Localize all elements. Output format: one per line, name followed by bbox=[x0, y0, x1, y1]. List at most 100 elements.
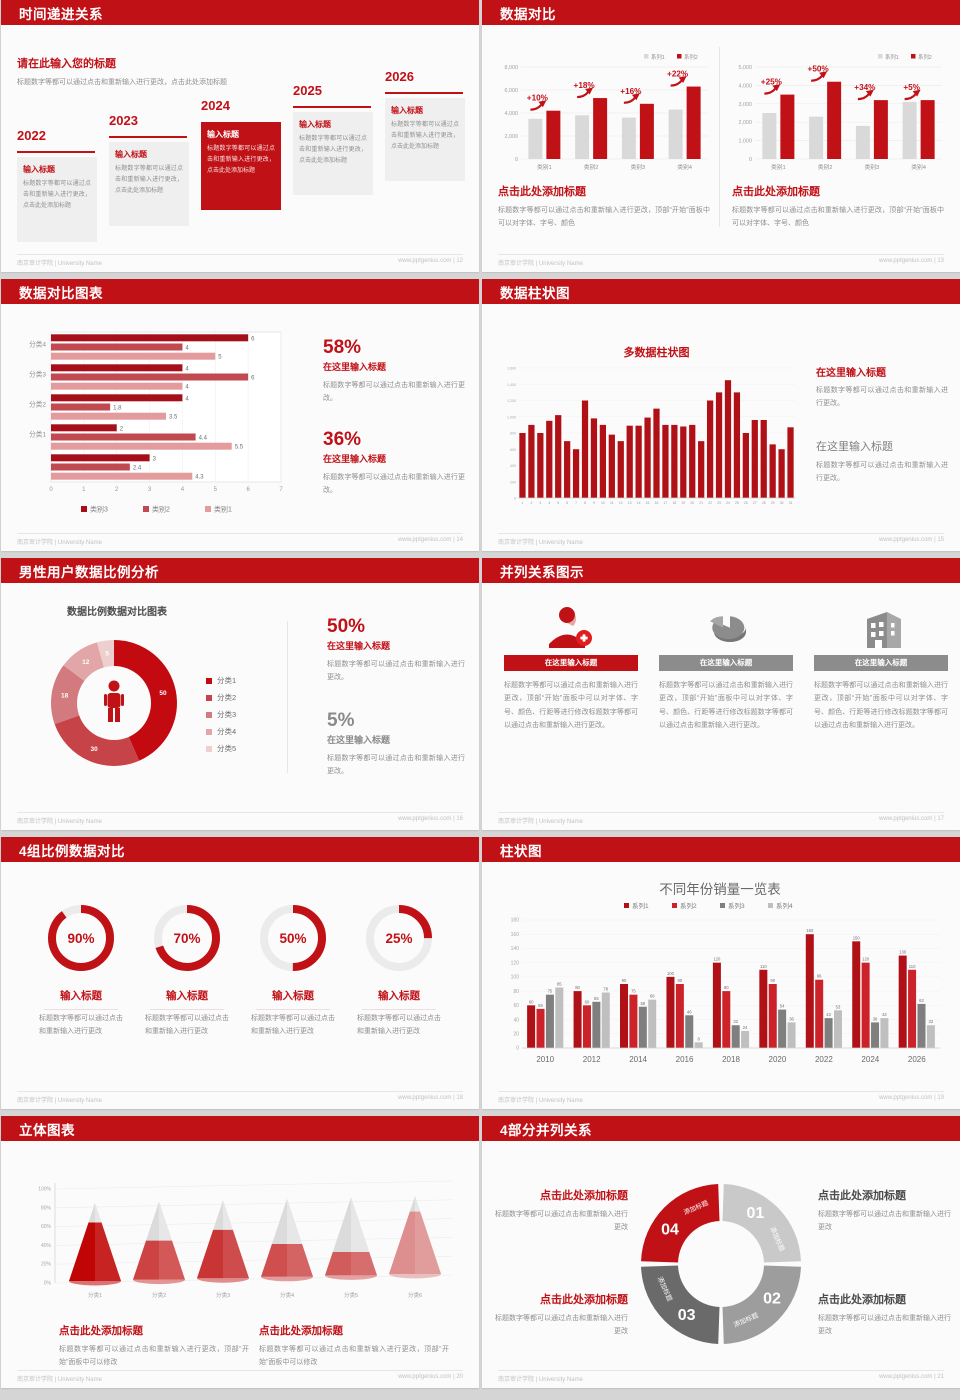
slide-content: 数据比例数据对比图表 50 30 18 12 5 分类1 分类2 分类3 分类4 分类5 50% 在这里… bbox=[1, 583, 479, 830]
y-tick-label: 0 bbox=[516, 1046, 519, 1052]
arrow-head bbox=[819, 71, 828, 79]
bar bbox=[528, 424, 535, 499]
bar bbox=[724, 380, 732, 498]
stat-body: 标题数字等都可以通过点击和重新输入进行更改。 bbox=[816, 462, 948, 483]
category-label: 分类2 bbox=[29, 399, 46, 408]
timeline-year: 2022 bbox=[17, 128, 46, 143]
slide-multi-column-chart[interactable]: 数据柱状图 多数据柱状图 0 200 400 600 800 1,000 1,200 1,400… bbox=[482, 279, 960, 551]
footer-site-page: www.pptgenius.com | 17 bbox=[879, 816, 944, 822]
arrow-icon bbox=[623, 97, 636, 104]
legend-swatch bbox=[206, 711, 212, 718]
bar bbox=[715, 392, 723, 499]
slice-value: 5 bbox=[105, 651, 109, 658]
value-label: 150 bbox=[853, 935, 861, 940]
bar bbox=[815, 979, 824, 1048]
x-tick-label: 17 bbox=[664, 501, 668, 505]
footer-site-page: www.pptgenius.com | 18 bbox=[398, 1095, 463, 1101]
timeline-item: 2023 输入标题 标题数字等都可以通过点击和重新输入进行更改，点击此处添加标题 bbox=[109, 25, 189, 272]
bar bbox=[926, 1025, 935, 1048]
card-body: 标题数字等都可以通过点击和重新输入进行更改，点击此处添加标题 bbox=[115, 166, 183, 194]
bar-series1 bbox=[902, 101, 917, 159]
slide-footer: 南京审计学院 | University Name www.pptgenius.c… bbox=[17, 533, 463, 546]
x-tick-label: 类别2 bbox=[584, 163, 599, 171]
cone-chart: 0% 20% 40% 60% 80% 100% 分类1 分类2 分类3 分类4 分类5 分类6 bbox=[11, 1175, 463, 1320]
y-tick-label: 2,000 bbox=[739, 120, 753, 126]
block-body: 标题数字等都可以通过点击和重新输入进行更改，顶部“开始”面板中可以修改 bbox=[259, 1346, 449, 1367]
value-label: 90 bbox=[770, 978, 775, 983]
x-tick-label: 类别4 bbox=[911, 163, 927, 171]
slide-comparison-bar-chart[interactable]: 数据对比图表 0 1 2 3 4 5 6 7 分类4 6 4 5 分类3 4 6 4 分类2 4 1.8 3.5 分类1… bbox=[1, 279, 479, 551]
value-label: 85 bbox=[557, 982, 562, 987]
legend-label: 类别2 bbox=[152, 505, 170, 514]
bar-chart: 0 2,000 4,000 6,000 8,000 类别1 +10% 类别2 +18% 类别3 +1… bbox=[505, 53, 708, 171]
bar bbox=[629, 994, 638, 1048]
arrow-icon bbox=[764, 87, 777, 95]
slide-data-comparison[interactable]: 数据对比 0 2,000 4,000 6,000 8,000 类别1 +10% 类别2 +18%… bbox=[482, 0, 960, 272]
arrow-head bbox=[865, 89, 874, 97]
bar bbox=[742, 433, 749, 498]
slide-column-chart-years[interactable]: 柱状图 不同年份销量一览表 系列1 系列2 系列3 系列4 0 20 40 60 80 100 120… bbox=[482, 837, 960, 1109]
title-divider bbox=[362, 1009, 436, 1010]
column-body: 标题数字等都可以通过点击和重新输入进行更改，顶部“开始”面板中可以对字体、字号、… bbox=[659, 682, 793, 729]
legend-label: 系列2 bbox=[680, 901, 697, 910]
slide-title: 数据对比 bbox=[500, 6, 556, 22]
ring-percent: 90% bbox=[67, 931, 94, 946]
legend-label: 系列4 bbox=[776, 901, 793, 910]
timeline-year: 2026 bbox=[385, 69, 414, 84]
ring-segment bbox=[641, 1184, 720, 1263]
ring-body: 标题数字等都可以通过点击和重新输入进行更改 bbox=[251, 1015, 335, 1036]
timeline-divider bbox=[293, 106, 371, 108]
hbar bbox=[51, 343, 183, 351]
x-tick-label: 2026 bbox=[908, 1055, 926, 1064]
value-label: 3 bbox=[153, 456, 157, 462]
ring-percent: 25% bbox=[385, 931, 412, 946]
slide-3d-chart[interactable]: 立体图表 0% 20% 40% 60% 80% 100% 分类1 分类2 分类3 分类4 分类5 分类… bbox=[1, 1116, 479, 1388]
slide-footer: 南京审计学院 | University Name www.pptgenius.c… bbox=[498, 1370, 944, 1383]
category-label: 分类1 bbox=[88, 1291, 102, 1299]
cone-fill bbox=[325, 1252, 377, 1276]
value-label: 42 bbox=[882, 1012, 887, 1017]
growth-label: +22% bbox=[667, 70, 689, 79]
bar-series2 bbox=[780, 94, 795, 159]
cone-fill bbox=[69, 1222, 121, 1281]
slide-4-ratio-comparison[interactable]: 4组比例数据对比 90% 输入标题 标题数字等都可以通过点击和重新输入进行更改 70%… bbox=[1, 837, 479, 1109]
bar bbox=[626, 425, 633, 498]
y-tick-label: 1,000 bbox=[739, 139, 753, 145]
timeline-card: 输入标题 标题数字等都可以通过点击和重新输入进行更改，点击此处添加标题 bbox=[201, 122, 281, 210]
growth-label: +5% bbox=[903, 83, 920, 92]
slice-value: 50 bbox=[159, 690, 167, 697]
y-tick-label: 20% bbox=[41, 1262, 52, 1268]
slide-male-ratio-analysis[interactable]: 男性用户数据比例分析 数据比例数据对比图表 50 30 18 12 5 分类1 分类2 分类3 分… bbox=[1, 558, 479, 830]
value-label: 78 bbox=[603, 987, 608, 992]
slide-header-bar: 柱状图 bbox=[482, 837, 960, 862]
ring-segment bbox=[641, 1265, 720, 1344]
four-part-ring: 01 添加标题 02 添加标题 03 添加标题 04 添加标题 bbox=[636, 1179, 806, 1354]
text-block: 点击此处添加标题 标题数字等都可以通过点击和重新输入进行更改，顶部“开始”面板中可… bbox=[259, 1323, 449, 1370]
donut-slice bbox=[97, 640, 114, 668]
slide-footer: 南京审计学院 | University Name www.pptgenius.c… bbox=[498, 254, 944, 267]
footer-site-page: www.pptgenius.com | 12 bbox=[398, 258, 463, 264]
bar bbox=[644, 417, 651, 498]
bar bbox=[741, 1030, 750, 1048]
legend-label: 系列1 bbox=[885, 53, 899, 61]
slide-time-progression[interactable]: 时间递进关系 请在此输入您的标题 标题数字等都可以通过点击和重新输入进行更改，点击… bbox=[1, 0, 479, 272]
bar bbox=[871, 1022, 880, 1048]
slide-4-part-relationship[interactable]: 4部分并列关系 01 添加标题 02 添加标题 03 添加标题 04 添加标题 点击此处添加标题… bbox=[482, 1116, 960, 1388]
y-tick-label: 0 bbox=[515, 157, 518, 163]
block-body: 标题数字等都可以通过点击和重新输入进行更改 bbox=[818, 1315, 951, 1336]
slice-value: 12 bbox=[82, 659, 90, 666]
value-label: 75 bbox=[548, 989, 553, 994]
value-label: 32 bbox=[733, 1019, 738, 1024]
growth-label: +50% bbox=[808, 65, 830, 74]
x-tick-label: 3 bbox=[148, 487, 152, 493]
value-label: 6 bbox=[251, 336, 255, 342]
category-label: 分类5 bbox=[344, 1291, 358, 1299]
bar bbox=[537, 433, 544, 498]
chart-title: 不同年份销量一览表 bbox=[659, 882, 781, 897]
arrow-head bbox=[631, 93, 640, 101]
block-title: 点击此处添加标题 bbox=[818, 1190, 906, 1202]
value-label: 4 bbox=[185, 396, 189, 402]
slide-parallel-relationship[interactable]: 并列关系图示 在这里输入标题 标题数字等都可以通过点击和重新输入进行更改，顶部“开… bbox=[482, 558, 960, 830]
footer-organization: 南京审计学院 | University Name bbox=[17, 1377, 102, 1383]
card-title: 输入标题 bbox=[115, 150, 147, 159]
